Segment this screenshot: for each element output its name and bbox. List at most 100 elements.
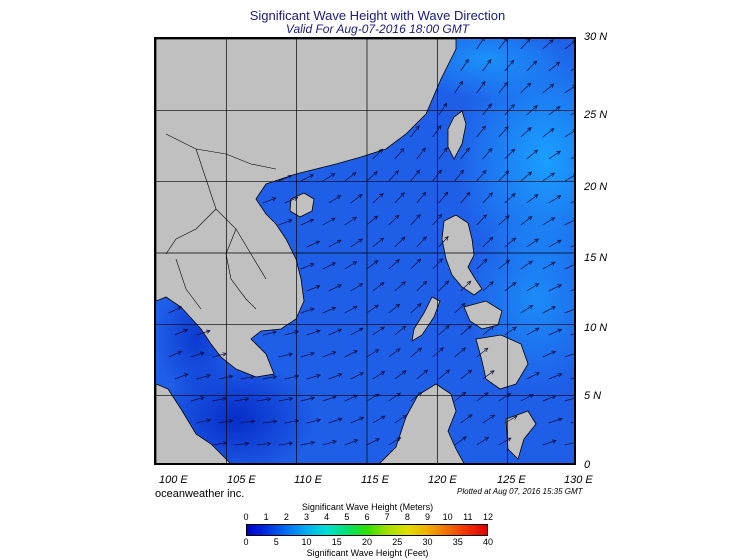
wave-arrow: [548, 239, 562, 248]
wave-arrow: [410, 303, 422, 314]
wave-arrow: [504, 104, 515, 116]
lon-label-120e: 120 E: [428, 474, 457, 486]
wave-arrow: [388, 214, 400, 226]
wave-arrow: [394, 414, 408, 424]
wave-arrow: [366, 393, 380, 402]
wave-arrow: [542, 439, 557, 446]
wave-arrow: [432, 169, 442, 182]
wave-arrow: [416, 236, 427, 248]
wave-arrow: [234, 441, 250, 446]
wave-arrow: [372, 371, 386, 380]
wave-arrow: [570, 377, 574, 380]
wave-arrow: [328, 328, 343, 336]
lon-label-105e: 105 E: [227, 474, 256, 486]
land-masses: [156, 39, 537, 463]
map-canvas: [156, 39, 574, 463]
wave-arrow: [416, 280, 428, 292]
wave-arrow: [168, 350, 183, 358]
wave-arrow: [542, 39, 554, 50]
wave-arrow: [570, 68, 574, 72]
legend-color-bar: [246, 524, 488, 536]
visayas-islands: [463, 300, 503, 330]
wave-arrow: [432, 347, 444, 358]
wave-arrow: [284, 374, 300, 380]
wave-arrow: [482, 414, 496, 424]
wave-arrow: [438, 280, 450, 292]
wave-arrow: [432, 213, 443, 226]
lon-label-110e: 110 E: [294, 474, 322, 486]
wave-arrow: [482, 59, 492, 72]
wave-arrow: [548, 195, 562, 204]
wave-arrow: [564, 397, 574, 402]
legend-tick: 15: [331, 537, 342, 547]
legend-tick: 10: [301, 537, 312, 547]
wave-arrow: [196, 418, 212, 424]
wave-arrow: [234, 397, 250, 402]
wave-arrow: [322, 262, 336, 270]
wave-arrow: [394, 147, 405, 160]
wave-arrow: [196, 374, 211, 380]
wave-arrow: [460, 191, 471, 204]
wave-arrow: [372, 282, 385, 292]
wave-arrow: [526, 194, 539, 204]
lat-label-5n: 5 N: [584, 390, 602, 402]
wave-arrow: [300, 440, 316, 446]
legend-tick: 0: [243, 512, 249, 522]
wave-arrow: [476, 347, 489, 358]
luzon-island: [441, 214, 483, 296]
wave-arrow: [366, 349, 380, 358]
wave-arrow: [300, 218, 315, 226]
credit-text: oceanweather inc.: [155, 488, 245, 500]
wave-arrow: [476, 81, 486, 94]
wave-arrow: [196, 329, 211, 336]
wave-arrow: [278, 352, 294, 358]
wave-arrow: [438, 147, 448, 160]
lon-label-115e: 115 E: [361, 474, 389, 486]
wave-arrow: [218, 374, 234, 380]
wave-arrow: [482, 325, 495, 336]
lat-label-0: 0: [584, 459, 591, 471]
wave-arrow: [548, 417, 563, 424]
wave-arrow: [564, 307, 574, 314]
wave-arrow: [454, 80, 463, 94]
wave-arrow: [300, 263, 315, 270]
wave-arrow: [240, 419, 256, 424]
wave-arrow: [284, 419, 300, 424]
wave-arrow: [454, 391, 467, 402]
lat-label-20n: 20 N: [584, 181, 608, 193]
lon-label-125e: 125 E: [497, 474, 526, 486]
legend-tick: 1: [263, 512, 269, 522]
wave-arrow: [366, 215, 379, 226]
wave-arrow: [476, 125, 486, 138]
wave-arrow: [306, 240, 321, 248]
wave-arrow: [460, 58, 469, 72]
legend-tick: 2: [283, 512, 289, 522]
wave-arrow: [476, 39, 485, 50]
wave-arrow: [388, 437, 402, 446]
wave-arrow: [328, 195, 342, 204]
wave-arrow: [344, 350, 358, 358]
legend-tick: 40: [482, 537, 494, 547]
wave-arrow: [460, 147, 470, 160]
wave-arrow: [482, 370, 495, 380]
wave-arrow: [520, 260, 533, 270]
legend-meters-title: Significant Wave Height (Meters): [301, 502, 434, 512]
legend-tick: 12: [482, 512, 494, 522]
lat-label-10n: 10 N: [584, 322, 608, 334]
wave-arrow: [174, 373, 189, 380]
lat-label-15n: 15 N: [584, 252, 608, 264]
wave-arrow: [498, 215, 510, 226]
wave-arrow: [438, 369, 451, 380]
wave-arrow: [520, 171, 533, 182]
wave-arrow: [454, 347, 466, 358]
wave-arrow: [498, 437, 512, 446]
wave-arrow: [564, 262, 574, 270]
wave-arrow: [284, 196, 299, 204]
wave-arrow: [476, 169, 487, 182]
wave-arrow: [388, 392, 401, 402]
wave-arrow: [498, 81, 509, 94]
wave-arrow: [262, 374, 278, 380]
wave-arrow: [482, 236, 494, 248]
map-title: Significant Wave Height with Wave Direct…: [249, 8, 506, 23]
wave-arrow: [218, 419, 234, 424]
